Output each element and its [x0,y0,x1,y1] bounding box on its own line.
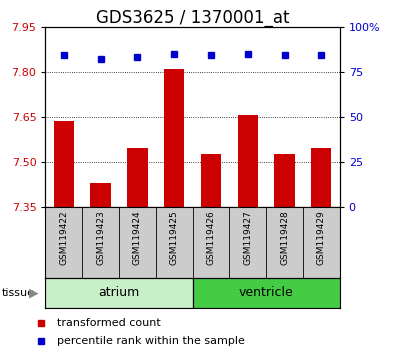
Bar [311,148,331,207]
Text: ventricle: ventricle [239,286,293,299]
Text: GSM119428: GSM119428 [280,211,289,266]
Bar [45,278,193,308]
Text: ▶: ▶ [29,286,38,299]
Title: GDS3625 / 1370001_at: GDS3625 / 1370001_at [96,8,289,27]
Text: tissue: tissue [2,288,35,298]
Bar [275,154,295,207]
Text: percentile rank within the sample: percentile rank within the sample [57,336,245,346]
Text: GSM119429: GSM119429 [317,211,326,266]
Bar [54,121,74,207]
Text: GSM119427: GSM119427 [243,211,252,266]
Text: GSM119423: GSM119423 [96,211,105,266]
Bar [164,69,184,207]
Text: GSM119422: GSM119422 [59,211,68,265]
Bar [238,115,258,207]
Text: transformed count: transformed count [57,318,161,328]
Text: atrium: atrium [98,286,139,299]
Bar [201,154,221,207]
Bar [90,183,111,207]
Bar [193,278,340,308]
Text: GSM119426: GSM119426 [207,211,215,266]
Bar [127,148,147,207]
Text: GSM119424: GSM119424 [133,211,142,265]
Text: GSM119425: GSM119425 [170,211,179,266]
